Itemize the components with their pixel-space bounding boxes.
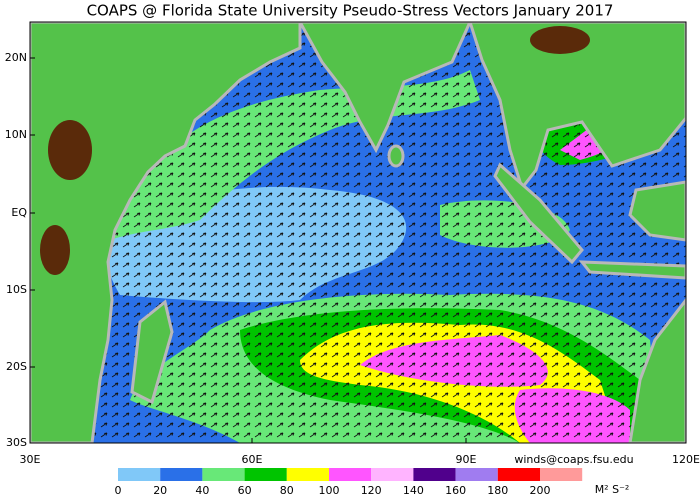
colorbar-unit: M² S⁻² — [595, 483, 630, 496]
colorbar-swatch — [540, 468, 583, 481]
lon-label: 120E — [672, 453, 700, 466]
colorbar-tick-label: 20 — [153, 484, 167, 497]
colorbar-swatch — [244, 468, 287, 481]
colorbar-tick-label: 100 — [319, 484, 340, 497]
lat-label: EQ — [11, 206, 27, 219]
colorbar-tick-label: 140 — [403, 484, 424, 497]
colorbar-swatch — [413, 468, 456, 481]
map — [30, 22, 686, 443]
lon-label: 60E — [242, 453, 263, 466]
lon-label: 30E — [20, 453, 41, 466]
colorbar-swatch — [455, 468, 498, 481]
lat-labels: 20N 10N EQ 10S 20S 30S — [5, 51, 35, 449]
lat-label: 10S — [6, 283, 27, 296]
colorbar-tick-label: 40 — [195, 484, 209, 497]
colorbar-tick-label: 80 — [280, 484, 294, 497]
colorbar-swatch — [497, 468, 540, 481]
colorbar-tick-label: 120 — [361, 484, 382, 497]
colorbar-swatch — [329, 468, 372, 481]
lat-label: 20N — [5, 51, 27, 64]
colorbar-tick-label: 180 — [487, 484, 508, 497]
colorbar-swatch — [202, 468, 245, 481]
lon-label: 90E — [456, 453, 477, 466]
colorbar-tick-label: 0 — [115, 484, 122, 497]
colorbar-swatch — [118, 468, 161, 481]
colorbar: 0 20 40 60 80 100 120 140 160 180 200 — [115, 468, 583, 497]
credit: winds@coaps.fsu.edu — [514, 453, 633, 466]
colorbar-swatch — [286, 468, 329, 481]
colorbar-swatch — [371, 468, 414, 481]
colorbar-tick-label: 200 — [530, 484, 551, 497]
title: COAPS @ Florida State University Pseudo-… — [87, 2, 614, 20]
lon-labels: 30E 60E 90E 120E — [20, 438, 700, 466]
colorbar-tick-label: 160 — [445, 484, 466, 497]
colorbar-swatch — [160, 468, 203, 481]
lat-label: 20S — [6, 360, 27, 373]
colorbar-tick-label: 60 — [238, 484, 252, 497]
highlands — [40, 26, 590, 275]
lat-label: 10N — [5, 128, 27, 141]
land — [30, 22, 686, 443]
lat-label: 30S — [6, 436, 27, 449]
map-frame — [29, 21, 687, 444]
